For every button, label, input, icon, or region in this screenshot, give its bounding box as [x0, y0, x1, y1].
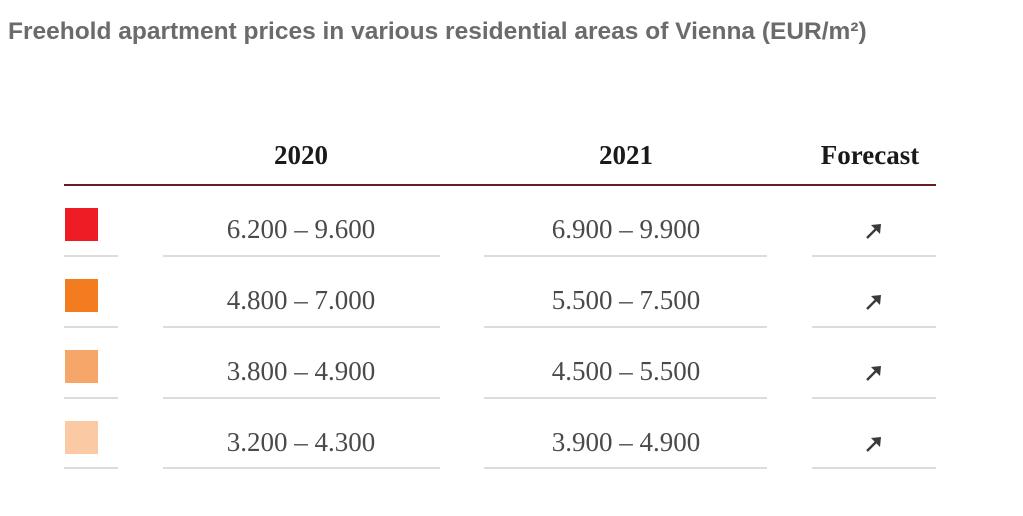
- price-range-2020: 4.800 – 7.000: [226, 285, 376, 315]
- price-range-2020: 3.200 – 4.300: [226, 427, 376, 457]
- arrow-up-right-icon: [866, 224, 881, 239]
- price-range-2021: 6.900 – 9.900: [551, 214, 701, 244]
- header-rule: [64, 184, 936, 186]
- row-divider: [163, 255, 440, 257]
- row-divider: [64, 467, 118, 469]
- row-divider: [64, 255, 118, 257]
- legend-swatch: [65, 350, 98, 383]
- row-divider: [484, 326, 767, 328]
- legend-swatch: [65, 421, 98, 454]
- row-divider: [484, 467, 767, 469]
- chart-title: Freehold apartment prices in various res…: [8, 18, 867, 45]
- price-range-2021: 5.500 – 7.500: [551, 285, 701, 315]
- row-divider: [484, 397, 767, 399]
- price-range-2021: 3.900 – 4.900: [551, 427, 701, 457]
- arrow-up-right-icon: [866, 295, 881, 310]
- row-divider: [484, 255, 767, 257]
- row-divider: [163, 467, 440, 469]
- column-header-forecast: Forecast: [820, 140, 920, 170]
- arrow-up-right-icon: [866, 437, 881, 452]
- row-divider: [812, 467, 936, 469]
- row-divider: [64, 326, 118, 328]
- price-range-2021: 4.500 – 5.500: [551, 356, 701, 386]
- legend-swatch: [65, 279, 98, 312]
- column-header-2020: 2020: [274, 140, 328, 170]
- row-divider: [812, 326, 936, 328]
- column-header-2021: 2021: [599, 140, 653, 170]
- row-divider: [812, 397, 936, 399]
- price-range-2020: 3.800 – 4.900: [226, 356, 376, 386]
- row-divider: [163, 397, 440, 399]
- price-range-2020: 6.200 – 9.600: [226, 214, 376, 244]
- row-divider: [64, 397, 118, 399]
- row-divider: [163, 326, 440, 328]
- row-divider: [812, 255, 936, 257]
- arrow-up-right-icon: [866, 366, 881, 381]
- legend-swatch: [65, 208, 98, 241]
